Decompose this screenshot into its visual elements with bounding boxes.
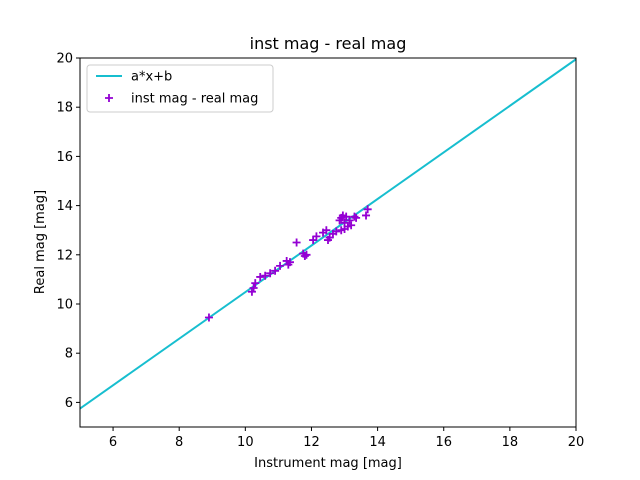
legend-marker-swatch bbox=[105, 94, 113, 102]
data-point bbox=[322, 226, 331, 235]
plot-area bbox=[80, 58, 576, 410]
x-tick-label: 10 bbox=[237, 435, 254, 450]
data-point bbox=[256, 272, 265, 281]
chart-title: inst mag - real mag bbox=[250, 34, 407, 53]
data-point bbox=[204, 313, 213, 322]
x-tick-label: 12 bbox=[303, 435, 320, 450]
data-point bbox=[352, 213, 361, 222]
legend-box bbox=[86, 64, 274, 113]
data-point bbox=[249, 284, 258, 293]
y-tick-label: 18 bbox=[56, 101, 73, 116]
y-axis-label: Real mag [mag] bbox=[33, 190, 48, 294]
legend: a*x+b inst mag - real mag bbox=[86, 64, 274, 113]
data-point bbox=[363, 205, 372, 214]
data-point bbox=[285, 258, 294, 267]
data-point bbox=[347, 221, 356, 230]
x-axis: 6 8 10 12 14 16 18 20 bbox=[109, 427, 584, 450]
y-tick-label: 20 bbox=[56, 52, 73, 67]
y-tick-label: 6 bbox=[65, 396, 73, 411]
x-tick-label: 16 bbox=[435, 435, 452, 450]
y-tick-label: 14 bbox=[56, 199, 73, 214]
data-point bbox=[362, 211, 371, 220]
x-tick-label: 18 bbox=[502, 435, 519, 450]
legend-label-fit: a*x+b bbox=[131, 70, 172, 85]
data-point bbox=[332, 227, 341, 236]
data-point bbox=[276, 261, 285, 270]
legend-label-points: inst mag - real mag bbox=[131, 92, 258, 107]
data-point bbox=[312, 232, 321, 241]
plot-frame bbox=[79, 57, 577, 428]
y-axis: 6 8 10 12 14 16 18 20 bbox=[56, 52, 80, 411]
y-tick-label: 12 bbox=[56, 248, 73, 263]
x-tick-label: 20 bbox=[568, 435, 585, 450]
x-tick-label: 14 bbox=[369, 435, 386, 450]
plot-content bbox=[80, 58, 576, 410]
x-tick-label: 6 bbox=[109, 435, 117, 450]
data-point bbox=[247, 287, 256, 296]
data-point bbox=[292, 238, 301, 247]
data-point bbox=[251, 279, 260, 288]
data-point bbox=[300, 252, 309, 261]
data-point bbox=[261, 271, 270, 280]
data-point bbox=[302, 250, 311, 259]
y-tick-label: 10 bbox=[56, 298, 73, 313]
scatter-points bbox=[204, 205, 372, 322]
y-tick-label: 8 bbox=[65, 347, 73, 362]
fit-line bbox=[80, 58, 576, 410]
y-tick-label: 16 bbox=[56, 150, 73, 165]
data-point bbox=[266, 269, 275, 278]
x-tick-label: 8 bbox=[175, 435, 183, 450]
x-axis-label: Instrument mag [mag] bbox=[254, 456, 402, 471]
data-point bbox=[271, 266, 280, 275]
data-point bbox=[350, 212, 359, 221]
data-point bbox=[345, 216, 354, 225]
